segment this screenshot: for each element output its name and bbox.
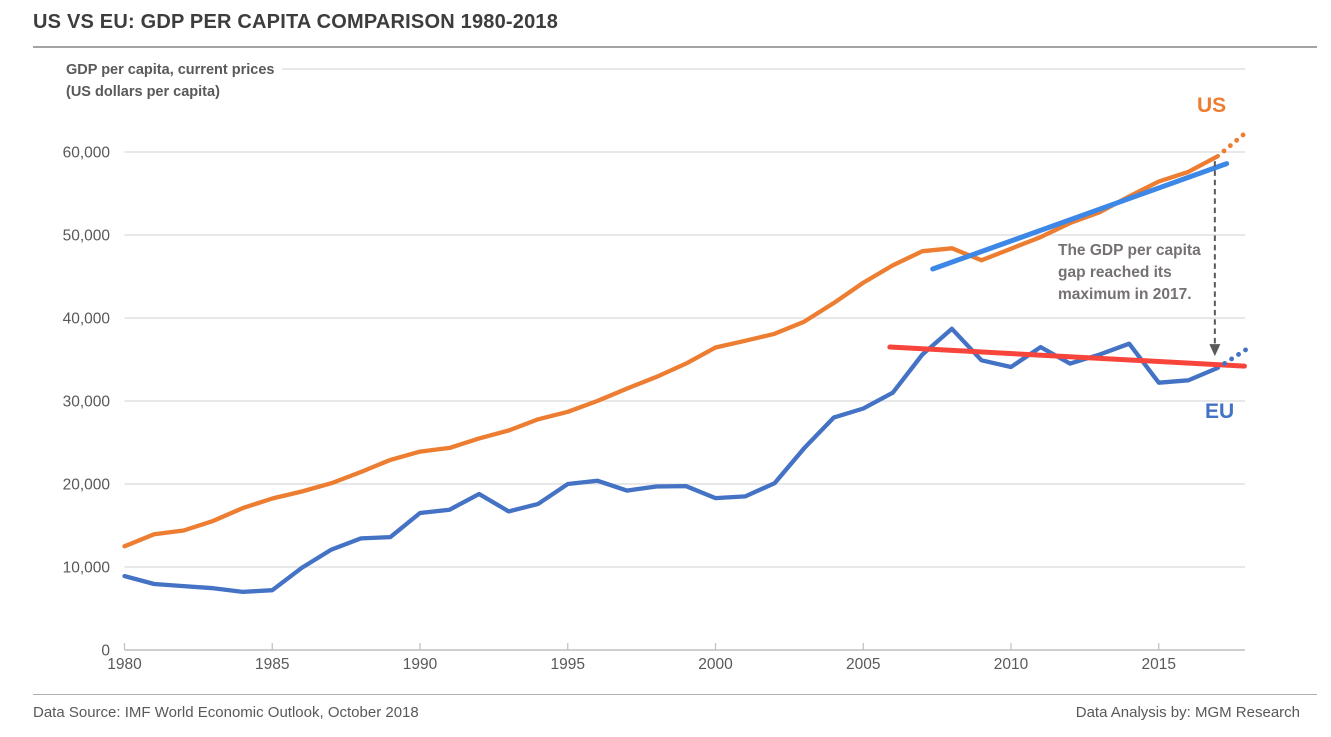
data-source-text: Data Source: IMF World Economic Outlook,… bbox=[33, 704, 419, 721]
eu-series-label: EU bbox=[1205, 400, 1235, 423]
x-tick-label: 1995 bbox=[551, 656, 585, 673]
us-line bbox=[122, 153, 1221, 549]
y-axis-title: GDP per capita, current prices (US dolla… bbox=[66, 60, 283, 106]
us-trendline bbox=[930, 161, 1230, 272]
y-tick-label: 0 bbox=[101, 643, 110, 660]
x-tick-label: 1990 bbox=[403, 656, 438, 673]
eu-trendline bbox=[887, 344, 1247, 369]
data-analysis-text: Data Analysis by: MGM Research bbox=[1075, 704, 1300, 721]
y-axis-title-line2: (US dollars per capita) bbox=[66, 83, 220, 100]
footer-divider bbox=[33, 694, 1317, 695]
title-divider bbox=[33, 46, 1317, 48]
gap-arrowhead bbox=[1209, 344, 1221, 357]
y-axis-title-line1: GDP per capita, current prices bbox=[66, 62, 275, 78]
x-tick-label: 2010 bbox=[994, 656, 1029, 673]
y-tick-label: 40,000 bbox=[63, 311, 111, 328]
x-tick-label: 1985 bbox=[255, 656, 289, 673]
x-tick-label: 2005 bbox=[846, 656, 880, 673]
x-tick-label: 2015 bbox=[1142, 656, 1176, 673]
eu-line bbox=[122, 326, 1221, 595]
y-tick-label: 30,000 bbox=[63, 394, 111, 411]
x-tick-label: 1980 bbox=[107, 656, 142, 673]
y-tick-label: 20,000 bbox=[63, 477, 111, 494]
y-tick-label: 10,000 bbox=[63, 560, 111, 577]
annotation-text: The GDP per capita gap reached its maxim… bbox=[1058, 242, 1201, 303]
page-title: US VS EU: GDP PER CAPITA COMPARISON 1980… bbox=[33, 11, 559, 33]
y-tick-label: 60,000 bbox=[63, 145, 111, 162]
eu-dotted-line bbox=[1215, 346, 1250, 371]
us-dotted-line bbox=[1215, 128, 1250, 159]
y-tick-label: 50,000 bbox=[63, 228, 111, 245]
x-tick-label: 2000 bbox=[698, 656, 733, 673]
us-series-label: US bbox=[1197, 94, 1227, 117]
